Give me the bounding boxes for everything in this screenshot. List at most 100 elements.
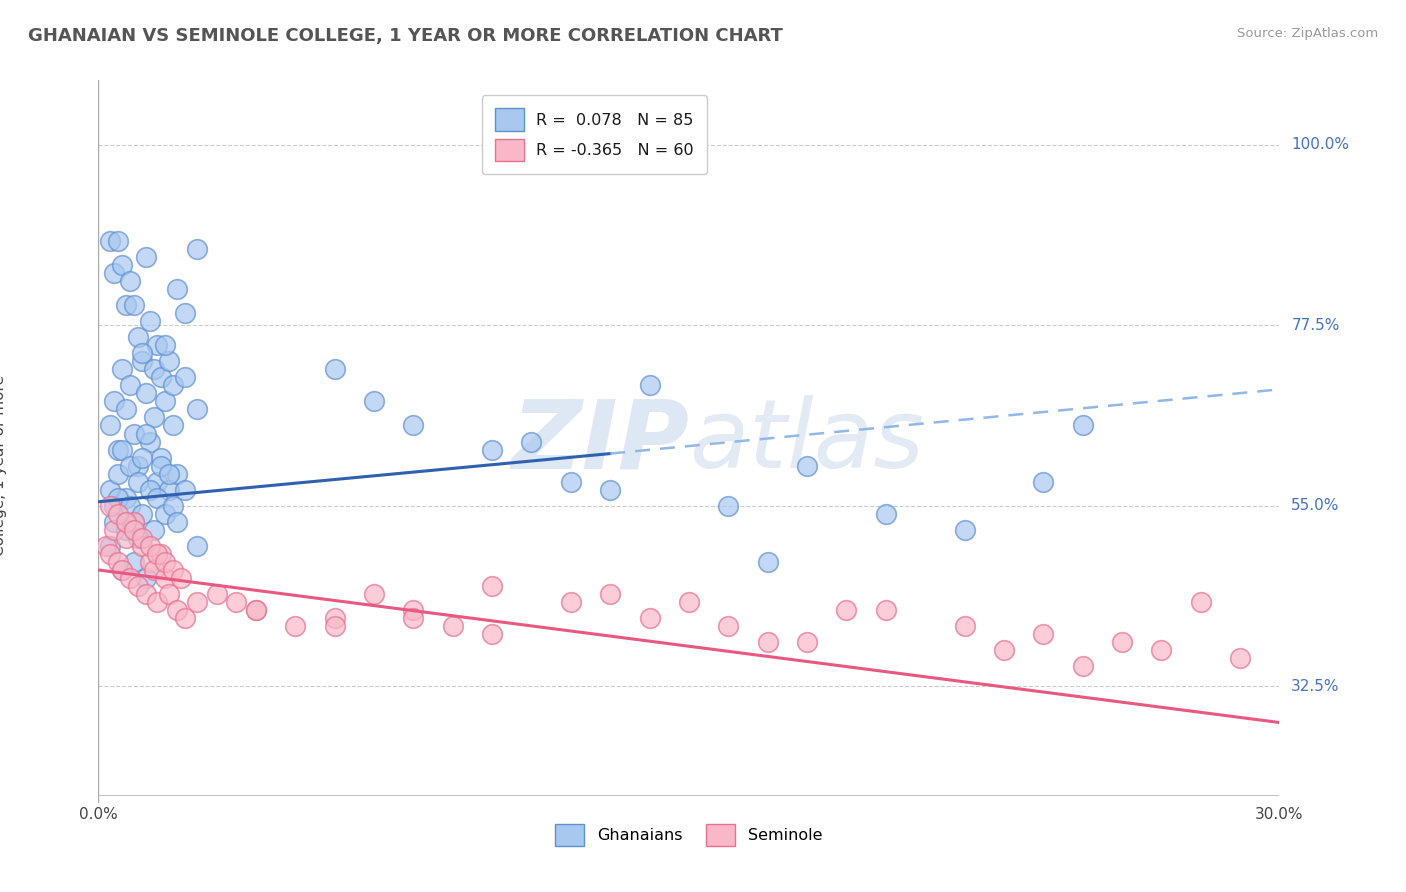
Point — [138, 434, 160, 449]
Point — [157, 467, 180, 481]
Point — [115, 515, 138, 529]
Point — [111, 563, 134, 577]
Point — [118, 458, 141, 473]
Point — [481, 627, 503, 641]
Point — [115, 531, 138, 545]
Point — [98, 418, 121, 433]
Point — [796, 635, 818, 649]
Point — [118, 274, 141, 288]
Point — [953, 523, 976, 537]
Point — [875, 603, 897, 617]
Point — [115, 491, 138, 505]
Point — [678, 595, 700, 609]
Point — [225, 595, 247, 609]
Point — [520, 434, 543, 449]
Point — [146, 547, 169, 561]
Point — [127, 579, 149, 593]
Point — [103, 266, 125, 280]
Point — [122, 515, 145, 529]
Point — [107, 234, 129, 248]
Text: 55.0%: 55.0% — [1291, 499, 1340, 513]
Point — [560, 595, 582, 609]
Point — [103, 515, 125, 529]
Point — [186, 242, 208, 256]
Point — [131, 531, 153, 545]
Point — [96, 539, 118, 553]
Point — [170, 571, 193, 585]
Text: 100.0%: 100.0% — [1291, 137, 1350, 152]
Point — [174, 370, 197, 384]
Point — [638, 378, 661, 392]
Point — [402, 603, 425, 617]
Point — [127, 458, 149, 473]
Point — [756, 555, 779, 569]
Point — [323, 362, 346, 376]
Point — [142, 523, 165, 537]
Point — [135, 571, 157, 585]
Point — [122, 555, 145, 569]
Point — [118, 499, 141, 513]
Point — [441, 619, 464, 633]
Point — [599, 587, 621, 601]
Point — [186, 402, 208, 417]
Text: College, 1 year or more: College, 1 year or more — [0, 376, 7, 556]
Point — [1032, 475, 1054, 489]
Point — [560, 475, 582, 489]
Point — [142, 362, 165, 376]
Text: 30.0%: 30.0% — [1256, 807, 1303, 822]
Point — [122, 523, 145, 537]
Point — [98, 539, 121, 553]
Point — [98, 234, 121, 248]
Point — [155, 571, 177, 585]
Point — [122, 426, 145, 441]
Point — [166, 603, 188, 617]
Point — [162, 499, 184, 513]
Point — [157, 587, 180, 601]
Point — [115, 402, 138, 417]
Text: Source: ZipAtlas.com: Source: ZipAtlas.com — [1237, 27, 1378, 40]
Point — [146, 491, 169, 505]
Point — [111, 258, 134, 272]
Point — [135, 426, 157, 441]
Point — [131, 507, 153, 521]
Point — [1150, 643, 1173, 657]
Point — [131, 346, 153, 360]
Point — [245, 603, 267, 617]
Point — [150, 458, 173, 473]
Point — [166, 515, 188, 529]
Point — [118, 571, 141, 585]
Point — [127, 330, 149, 344]
Point — [638, 611, 661, 625]
Point — [953, 619, 976, 633]
Point — [162, 418, 184, 433]
Point — [155, 555, 177, 569]
Point — [481, 442, 503, 457]
Point — [1111, 635, 1133, 649]
Point — [1071, 659, 1094, 673]
Point — [107, 507, 129, 521]
Point — [599, 483, 621, 497]
Point — [150, 547, 173, 561]
Point — [717, 499, 740, 513]
Point — [107, 467, 129, 481]
Point — [402, 611, 425, 625]
Point — [402, 418, 425, 433]
Text: 0.0%: 0.0% — [79, 807, 118, 822]
Point — [103, 499, 125, 513]
Point — [98, 499, 121, 513]
Point — [122, 515, 145, 529]
Point — [146, 595, 169, 609]
Point — [162, 563, 184, 577]
Text: atlas: atlas — [689, 395, 924, 488]
Point — [138, 314, 160, 328]
Point — [131, 354, 153, 368]
Point — [107, 555, 129, 569]
Text: 32.5%: 32.5% — [1291, 679, 1340, 694]
Point — [1071, 418, 1094, 433]
Text: ZIP: ZIP — [510, 395, 689, 488]
Point — [756, 635, 779, 649]
Point — [174, 483, 197, 497]
Point — [363, 394, 385, 409]
Point — [150, 370, 173, 384]
Point — [103, 523, 125, 537]
